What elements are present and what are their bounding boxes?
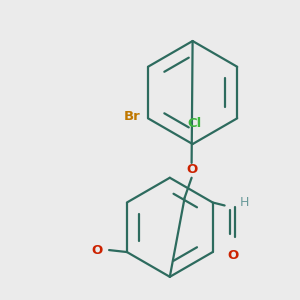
Text: O: O (92, 244, 103, 256)
Text: O: O (227, 249, 238, 262)
Text: O: O (186, 163, 197, 176)
Text: Cl: Cl (188, 117, 202, 130)
Text: H: H (239, 196, 249, 209)
Text: Br: Br (123, 110, 140, 123)
